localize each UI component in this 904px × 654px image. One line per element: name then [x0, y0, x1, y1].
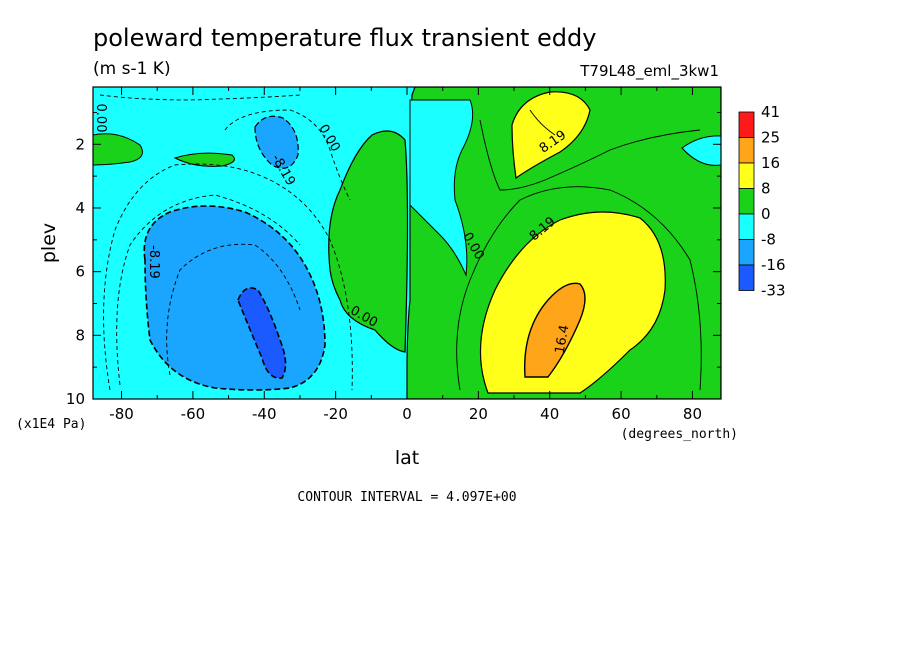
colorbar-label: 41 [761, 103, 780, 121]
field-orange-nh [523, 282, 586, 378]
chart-units: (m s-1 K) [93, 59, 171, 79]
x-tick-label: -20 [323, 405, 348, 423]
contour-label: -8.19 [146, 245, 161, 279]
x-tick-label: 20 [469, 405, 488, 423]
x-tick-label: 0 [402, 405, 412, 423]
field-green-sh-mid [173, 152, 235, 167]
x-tick-label: -60 [181, 405, 206, 423]
y-tick-label: 6 [75, 263, 85, 281]
colorbar-swatch [738, 137, 755, 164]
chart-title: poleward temperature flux transient eddy [93, 24, 596, 52]
x-axis-label: lat [395, 447, 419, 469]
y-tick-label: 10 [66, 390, 85, 408]
y-axis: 2 4 6 8 10 [66, 111, 721, 408]
colorbar-label: -8 [761, 231, 776, 249]
field-cyan-notch [409, 99, 474, 277]
y-axis-units: (x1E4 Pa) [16, 417, 86, 432]
colorbar-swatch [738, 239, 755, 266]
field-green-sh-left [93, 133, 143, 166]
contour-label: 0.00 [93, 104, 108, 133]
x-tick-label: -40 [252, 405, 277, 423]
x-tick-label: 80 [683, 405, 702, 423]
colorbar-swatch [738, 264, 755, 291]
field-yellow-upper [511, 91, 591, 180]
colorbar-swatch [738, 162, 755, 189]
x-tick-label: -80 [109, 405, 134, 423]
y-tick-label: 8 [75, 326, 85, 344]
y-axis-label: plev [38, 223, 60, 263]
colorbar-label: 25 [761, 129, 780, 147]
colorbar-label: 8 [761, 180, 771, 198]
field-blue-upper [254, 115, 299, 169]
y-tick-label: 2 [75, 135, 85, 153]
colorbar-swatch [738, 213, 755, 240]
contour-label: 16.4 [553, 324, 573, 355]
colorbar-label: -33 [761, 282, 786, 300]
x-tick-label: 60 [612, 405, 631, 423]
colorbar-swatch [738, 111, 755, 138]
run-label: T79L48_eml_3kw1 [579, 62, 719, 81]
field-darkblue-sh [237, 287, 287, 379]
colorbar-label: -16 [761, 256, 786, 274]
colorbar-label: 16 [761, 154, 780, 172]
x-axis-units: (degrees_north) [621, 427, 738, 442]
y-tick-label: 4 [75, 199, 85, 217]
x-axis: -80 -60 -40 -20 0 20 40 60 80 [109, 87, 702, 423]
plot-fields [93, 87, 721, 399]
field-green-equator [328, 130, 409, 353]
contour-interval: CONTOUR INTERVAL = 4.097E+00 [297, 490, 516, 505]
colorbar-swatch [738, 188, 755, 215]
colorbar: 41 25 16 8 0 -8 -16 -33 [738, 103, 786, 300]
colorbar-label: 0 [761, 205, 771, 223]
contour-lines [99, 94, 702, 391]
x-tick-label: 40 [540, 405, 559, 423]
field-cyan-polar [681, 135, 721, 166]
